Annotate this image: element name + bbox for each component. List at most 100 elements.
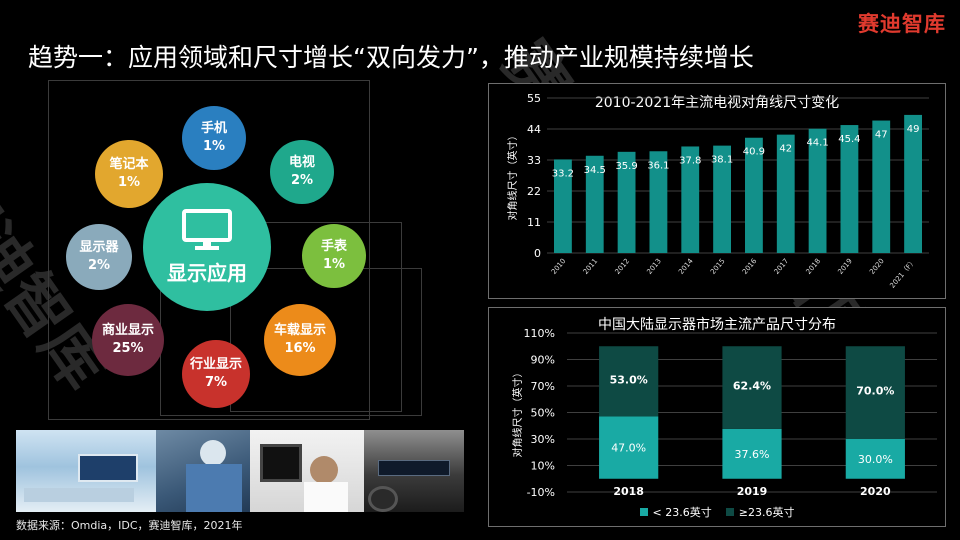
app-label: 显示器 <box>79 240 119 255</box>
x-tick-label: 2012 <box>614 257 632 276</box>
bar <box>776 134 795 253</box>
bar <box>840 125 859 253</box>
y-tick-label: 11 <box>527 216 541 229</box>
bar <box>649 151 668 253</box>
bar <box>681 146 700 253</box>
bar <box>713 145 731 253</box>
bar-value-label: 33.2 <box>552 168 574 179</box>
center-display-hub: 显示应用 <box>143 183 271 311</box>
legend-item: < 23.6英寸 <box>639 504 712 520</box>
chart-legend: < 23.6英寸 ≥23.6英寸 <box>489 504 945 520</box>
tv-size-chart-panel: 2010-2021年主流电视对角线尺寸变化 0 11 22 33 44 55 对角线尺寸（英… <box>488 83 946 299</box>
app-label: 手机 <box>200 121 227 136</box>
app-label: 手表 <box>320 239 347 254</box>
bar-value-label: 47 <box>875 130 888 141</box>
app-value: 16% <box>284 341 316 356</box>
stacked-bar-segment <box>599 346 659 417</box>
y-axis-label: 对角线尺寸（英寸） <box>506 131 519 221</box>
bar-value-label: 45.4 <box>838 134 860 145</box>
photo-medical-screen <box>250 430 364 512</box>
app-label: 笔记本 <box>109 157 149 172</box>
bar <box>585 155 604 253</box>
app-value: 2% <box>87 258 111 273</box>
photo-car-interior <box>364 430 464 512</box>
app-bubble-automotive: 车载显示 16% <box>264 304 336 376</box>
app-value: 1% <box>117 175 141 190</box>
y-tick-label: -10% <box>527 486 555 499</box>
segment-value-label: 62.4% <box>733 380 771 393</box>
app-bubble-tv: 电视 2% <box>270 140 334 204</box>
bar-value-label: 35.9 <box>615 161 637 172</box>
bar-value-label: 40.9 <box>743 147 765 158</box>
bar-value-label: 44.1 <box>806 138 828 149</box>
monitor-size-stacked-chart: -10% 10% 30% 50% 70% 90% 110% 对角线尺寸（英寸） 47.0% 53.… <box>511 327 937 499</box>
bar-value-label: 38.1 <box>711 155 733 166</box>
legend-item: ≥23.6英寸 <box>725 504 794 520</box>
y-tick-label: 90% <box>531 354 555 367</box>
app-label: 电视 <box>288 155 315 170</box>
app-bubble-laptop: 笔记本 1% <box>95 140 163 208</box>
monitor-icon <box>182 208 232 250</box>
app-bubble-phone: 手机 1% <box>182 106 246 170</box>
x-tick-label: 2019 <box>737 485 768 498</box>
x-tick-label: 2010 <box>550 257 568 276</box>
app-bubble-watch: 手表 1% <box>302 224 366 288</box>
app-value: 25% <box>112 341 144 356</box>
y-axis-label: 对角线尺寸（英寸） <box>511 368 524 458</box>
bar <box>872 120 891 253</box>
decor-frame <box>48 80 370 420</box>
x-tick-label: 2016 <box>741 257 759 276</box>
bar-value-label: 36.1 <box>647 160 669 171</box>
decor-frame <box>230 222 402 412</box>
x-tick-label: 2021（F） <box>888 257 917 290</box>
x-tick-label: 2013 <box>645 257 663 276</box>
bar <box>617 151 636 253</box>
segment-value-label: 37.6% <box>735 448 770 461</box>
stacked-bar-segment <box>845 439 905 479</box>
x-tick-label: 2020 <box>860 485 891 498</box>
segment-value-label: 70.0% <box>856 385 894 398</box>
stacked-bar-segment <box>599 416 659 479</box>
brand-logo: 赛迪智库 <box>858 12 946 36</box>
app-value: 7% <box>204 375 228 390</box>
photo-lab-worker <box>156 430 250 512</box>
x-tick-label: 2011 <box>582 257 600 276</box>
y-tick-label: 33 <box>527 154 541 167</box>
chart-title: 中国大陆显示器市场主流产品尺寸分布 <box>598 317 836 333</box>
segment-value-label: 30.0% <box>858 453 893 466</box>
y-tick-label: 0 <box>534 247 541 260</box>
photo-strip <box>16 430 464 512</box>
x-tick-label: 2015 <box>709 257 727 276</box>
y-tick-label: 55 <box>527 92 541 105</box>
center-label: 显示应用 <box>167 260 247 285</box>
y-tick-label: 22 <box>527 185 541 198</box>
y-tick-label: 110% <box>524 327 555 340</box>
x-tick-label: 2018 <box>613 485 644 498</box>
segment-value-label: 47.0% <box>611 442 646 455</box>
tv-size-bar-chart: 0 11 22 33 44 55 对角线尺寸（英寸） 33.2 2010 34.5 2011 35.9… <box>506 92 929 290</box>
app-bubble-industrial: 行业显示 7% <box>182 340 250 408</box>
app-bubble-commercial: 商业显示 25% <box>92 304 164 376</box>
y-tick-label: 10% <box>531 460 555 473</box>
legend-swatch <box>639 508 648 516</box>
stacked-bar-segment <box>722 346 782 429</box>
app-label: 车载显示 <box>273 323 326 338</box>
x-tick-label: 2017 <box>773 257 791 276</box>
legend-label: < 23.6英寸 <box>652 506 712 519</box>
monitor-size-chart-panel: 中国大陆显示器市场主流产品尺寸分布 -10% 10% 30% 50% 70% 90% 110… <box>488 307 946 527</box>
app-value: 2% <box>290 173 314 188</box>
stacked-bar-segment <box>845 346 905 439</box>
y-tick-label: 30% <box>531 433 555 446</box>
bar-value-label: 42 <box>779 144 792 155</box>
app-value: 1% <box>202 139 226 154</box>
x-tick-label: 2020 <box>868 257 886 276</box>
app-value: 1% <box>322 257 346 272</box>
app-bubble-monitor: 显示器 2% <box>66 224 132 290</box>
y-tick-label: 70% <box>531 380 555 393</box>
bar <box>745 137 763 253</box>
bar-value-label: 34.5 <box>584 165 606 176</box>
y-tick-label: 44 <box>527 123 541 136</box>
bar <box>554 159 572 253</box>
chart-title: 2010-2021年主流电视对角线尺寸变化 <box>594 95 840 111</box>
x-tick-label: 2018 <box>805 257 823 276</box>
